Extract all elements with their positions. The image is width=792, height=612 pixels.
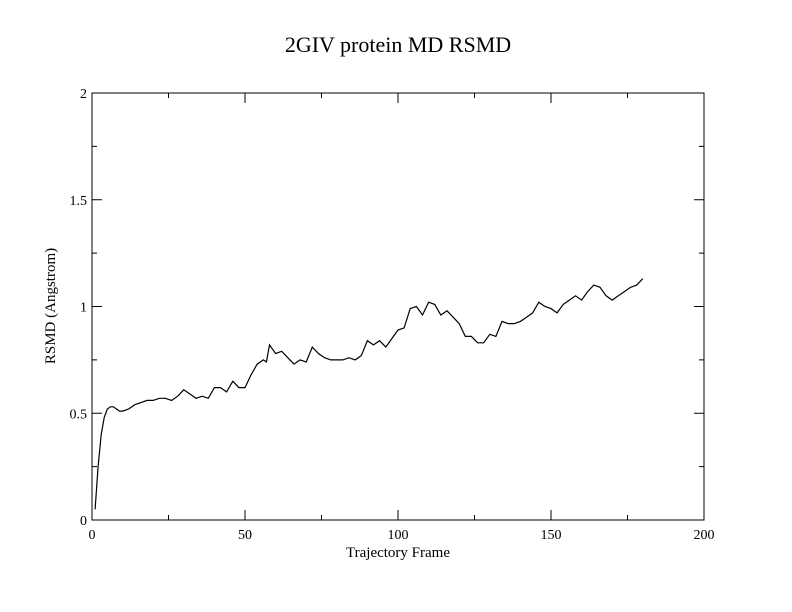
axis-ticks: 0 50 100 150 200 0 0.5 1 1.5 2 <box>70 87 715 543</box>
x-tick-label: 50 <box>238 528 252 543</box>
x-tick-label: 100 <box>388 528 409 543</box>
y-tick-label: 1.5 <box>70 194 88 209</box>
y-axis-label: RSMD (Angstrom) <box>43 248 59 364</box>
plot-frame <box>91 92 705 521</box>
y-tick-label: 2 <box>80 87 87 102</box>
y-tick-label: 0.5 <box>70 407 88 422</box>
rmsd-series-line <box>94 278 644 510</box>
y-tick-label: 0 <box>80 514 87 529</box>
x-tick-label: 200 <box>694 528 715 543</box>
x-tick-label: 150 <box>541 528 562 543</box>
x-tick-label: 0 <box>89 528 96 543</box>
chart-title: 2GIV protein MD RSMD <box>285 32 511 57</box>
y-tick-label: 1 <box>80 301 87 316</box>
x-axis-label: Trajectory Frame <box>346 545 450 561</box>
